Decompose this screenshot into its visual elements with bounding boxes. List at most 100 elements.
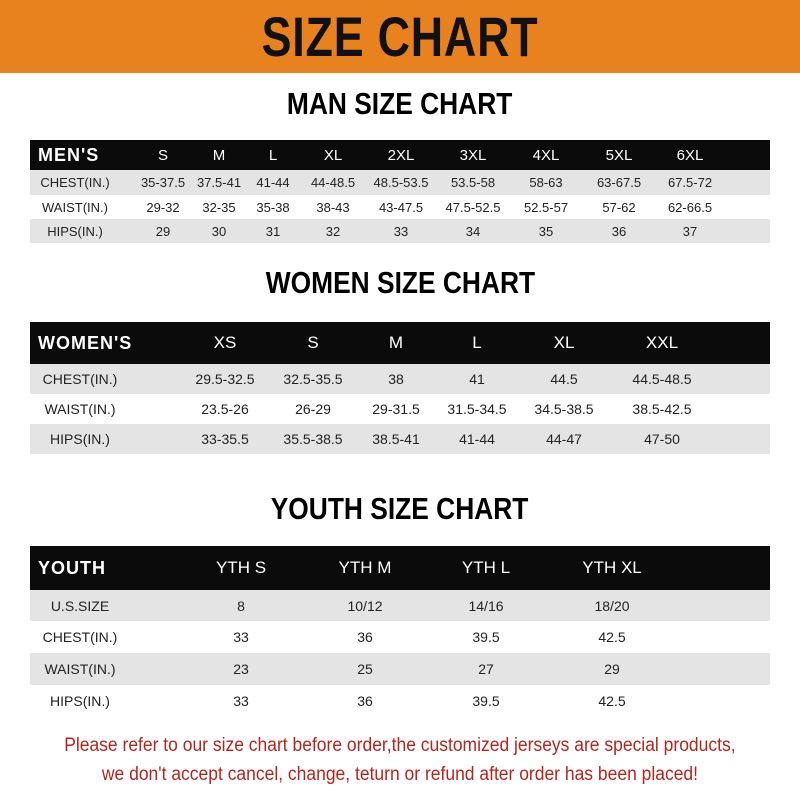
size-column-header: XL	[323, 146, 343, 164]
women-header-row: WOMEN'S XS S M L XL XXL	[30, 322, 770, 364]
size-column-header: YTH M	[338, 558, 392, 577]
measurement-value: 52.5-57	[523, 199, 569, 215]
measurement-value: 36	[357, 693, 373, 709]
size-column-header: XS	[213, 333, 237, 352]
size-column-header: M	[388, 333, 404, 352]
measurement-value: 44.5-48.5	[632, 371, 692, 387]
measurement-value: 27	[478, 661, 494, 677]
measurement-value: 44-47	[546, 431, 582, 447]
measurement-value: 41-44	[256, 175, 290, 190]
youth-section-title: YOUTH SIZE CHART	[271, 491, 529, 526]
measurement-value: 8	[237, 597, 245, 614]
measurement-value: 38-43	[316, 199, 350, 215]
table-row: WAIST(IN.) 23.5-26 26-29 29-31.5 31.5-34.5 34…	[30, 394, 770, 424]
measurement-value: 23	[233, 661, 249, 677]
measurement-value: 43-47.5	[378, 199, 424, 215]
measurement-value: 31	[265, 223, 281, 239]
table-row: WAIST(IN.) 29-32 32-35 35-38 38-43 43-47.5 47.…	[30, 195, 770, 219]
size-column-header: M	[212, 146, 226, 164]
men-section-title: MAN SIZE CHART	[287, 86, 513, 121]
measurement-value: 29.5-32.5	[195, 371, 255, 387]
measurement-value: 39.5	[472, 693, 500, 709]
measurement-value: 36	[357, 629, 373, 645]
measurement-value: 34.5-38.5	[534, 401, 594, 417]
notice-line-2: we don't accept cancel, change, teturn o…	[101, 764, 699, 785]
measurement-value: 57-62	[602, 199, 636, 215]
measurement-value: 41	[469, 371, 485, 387]
measurement-value: 47-50	[644, 431, 680, 447]
measurement-value: 48.5-53.5	[373, 175, 429, 190]
measurement-label: HIPS(IN.)	[50, 693, 110, 709]
youth-size-table: YOUTH YTH S YTH M YTH L YTH XL U.S.SIZE 8 10/12…	[30, 546, 770, 717]
measurement-value: 26-29	[295, 401, 331, 417]
measurement-value: 44.5	[550, 371, 578, 387]
measurement-value: 18/20	[594, 597, 630, 614]
measurement-label: HIPS(IN.)	[50, 431, 110, 447]
youth-header-row: YOUTH YTH S YTH M YTH L YTH XL	[30, 546, 770, 590]
measurement-label: CHEST(IN.)	[42, 371, 118, 387]
measurement-value: 41-44	[459, 431, 495, 447]
measurement-value: 14/16	[468, 597, 504, 614]
measurement-value: 37	[682, 223, 698, 239]
measurement-value: 63-67.5	[596, 175, 642, 190]
measurement-value: 29	[604, 661, 620, 677]
measurement-value: 33	[233, 629, 249, 645]
table-row: HIPS(IN.) 29 30 31 32 33 34 35 36 37	[30, 219, 770, 243]
measurement-value: 44-48.5	[310, 175, 356, 190]
table-row: CHEST(IN.) 33 36 39.5 42.5	[30, 621, 770, 653]
size-column-header: XXL	[645, 333, 679, 352]
measurement-value: 35-38	[256, 199, 290, 215]
table-category-label: MEN'S	[38, 144, 100, 165]
measurement-label: WAIST(IN.)	[44, 661, 116, 677]
men-size-table: MEN'S S M L XL 2XL 3XL 4XL 5XL 6XL CHEST(IN.) 35-37…	[30, 140, 770, 243]
measurement-value: 38.5-42.5	[632, 401, 692, 417]
measurement-value: 67.5-72	[667, 175, 713, 190]
measurement-value: 53.5-58	[450, 175, 496, 190]
table-row: HIPS(IN.) 33 36 39.5 42.5	[30, 685, 770, 717]
measurement-value: 35.5-38.5	[283, 431, 343, 447]
table-row: U.S.SIZE 8 10/12 14/16 18/20	[30, 590, 770, 621]
size-column-header: XL	[553, 333, 575, 352]
measurement-value: 35	[538, 223, 554, 239]
table-category-label: WOMEN'S	[38, 332, 133, 353]
size-column-header: YTH S	[215, 558, 267, 577]
size-column-header: 6XL	[676, 146, 704, 164]
measurement-value: 29-32	[146, 199, 180, 215]
table-row: CHEST(IN.) 35-37.5 37.5-41 41-44 44-48.5 48.5…	[30, 170, 770, 195]
measurement-label: CHEST(IN.)	[42, 629, 118, 645]
measurement-value: 33-35.5	[201, 431, 249, 447]
size-column-header: S	[157, 146, 169, 164]
measurement-value: 58-63	[529, 175, 563, 190]
measurement-value: 23.5-26	[201, 401, 249, 417]
banner-title: SIZE CHART	[261, 5, 539, 68]
measurement-value: 47.5-52.5	[445, 199, 501, 215]
measurement-value: 37.5-41	[196, 175, 242, 190]
size-column-header: L	[472, 333, 482, 352]
measurement-value: 62-66.5	[667, 199, 713, 215]
size-column-header: 2XL	[387, 146, 415, 164]
measurement-value: 29	[155, 223, 171, 239]
table-category-label: YOUTH	[38, 557, 106, 578]
measurement-value: 10/12	[347, 597, 383, 614]
measurement-label: U.S.SIZE	[50, 597, 110, 614]
measurement-value: 32.5-35.5	[283, 371, 343, 387]
women-size-table: WOMEN'S XS S M L XL XXL CHEST(IN.) 29.5-32.5 32.5…	[30, 322, 770, 454]
measurement-value: 31.5-34.5	[447, 401, 507, 417]
measurement-value: 36	[611, 223, 627, 239]
measurement-label: WAIST(IN.)	[42, 199, 108, 215]
men-header-row: MEN'S S M L XL 2XL 3XL 4XL 5XL 6XL	[30, 140, 770, 170]
size-column-header: 4XL	[532, 146, 560, 164]
size-chart-banner: SIZE CHART	[0, 0, 800, 73]
size-column-header: YTH XL	[582, 558, 642, 577]
measurement-value: 30	[211, 223, 227, 239]
measurement-value: 39.5	[472, 629, 500, 645]
notice-line-1: Please refer to our size chart before or…	[64, 735, 736, 756]
measurement-value: 42.5	[598, 693, 626, 709]
measurement-value: 35-37.5	[140, 175, 186, 190]
measurement-value: 32-35	[202, 199, 236, 215]
measurement-label: HIPS(IN.)	[47, 223, 103, 239]
measurement-value: 25	[357, 661, 373, 677]
table-row: HIPS(IN.) 33-35.5 35.5-38.5 38.5-41 41-44 44-…	[30, 424, 770, 454]
table-row: CHEST(IN.) 29.5-32.5 32.5-35.5 38 41 44.5 44.5…	[30, 364, 770, 394]
size-column-header: S	[307, 333, 319, 352]
